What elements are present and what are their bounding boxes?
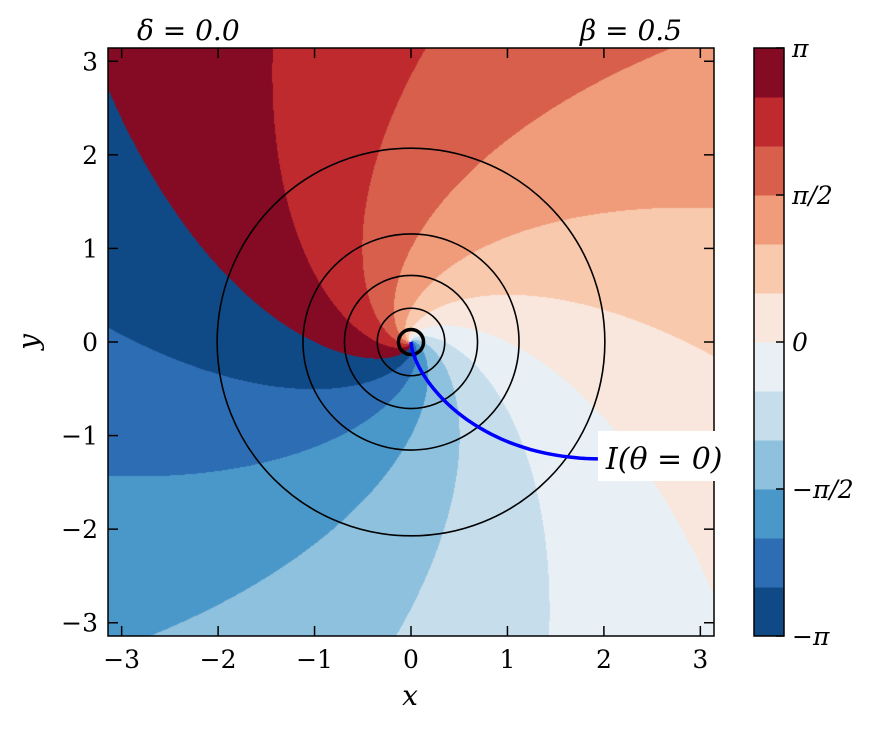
colorbar-segment [754,538,784,588]
curve-label-background [597,430,724,481]
x-tick-label: −1 [296,645,333,674]
x-tick-label: 3 [692,645,708,674]
y-tick-label: −1 [61,422,98,451]
curve-I-theta0 [409,341,604,461]
title-delta: δ = 0.0 [137,14,240,47]
level-circle [376,307,446,377]
x-tick-label: 1 [499,645,515,674]
colorbar-segment [754,391,784,441]
y-tick-label: −2 [61,515,98,544]
level-circle [216,147,606,537]
colorbar-tick-label: 0 [792,328,808,357]
x-tick-label: 0 [403,645,419,674]
colorbar-ticks: −π −π/2 0 π/2 π [776,34,854,651]
curve-label: I(θ = 0) [605,442,723,477]
plot-area [108,48,714,636]
x-axis-ticks: −3 −2 −1 0 1 2 3 [103,48,708,674]
y-tick-label: 0 [82,328,98,357]
colorbar-segment [754,440,784,490]
colorbar-segment [754,48,784,98]
colorbar-segment [754,293,784,343]
y-tick-label: 2 [82,141,98,170]
level-circle [343,274,479,410]
colorbar-tick-label: π/2 [791,181,833,210]
colorbar-segment [754,146,784,196]
x-axis-label: x [402,679,418,712]
y-axis-label: y [12,333,45,352]
y-tick-label: 1 [82,234,98,263]
colorbar-tick-label: π [791,34,809,63]
colorbar-segment [754,587,784,637]
colorbar [753,47,785,637]
level-circle [302,233,520,451]
y-tick-label: 3 [82,47,98,76]
colorbar-segment [754,342,784,392]
title-beta: β = 0.5 [579,14,682,47]
level-circle [396,327,426,357]
x-tick-label: 2 [596,645,612,674]
x-tick-label: −3 [103,645,140,674]
colorbar-segment [754,195,784,245]
colorbar-tick-label: −π [792,622,830,651]
colorbar-segment [754,244,784,294]
circles-layer [216,147,606,537]
x-tick-label: −2 [200,645,237,674]
y-axis-ticks: −3 −2 −1 0 1 2 3 [61,47,714,638]
colorbar-segment [754,97,784,147]
colorbar-tick-label: −π/2 [792,475,854,504]
colorbar-segment [754,489,784,539]
y-tick-label: −3 [61,609,98,638]
